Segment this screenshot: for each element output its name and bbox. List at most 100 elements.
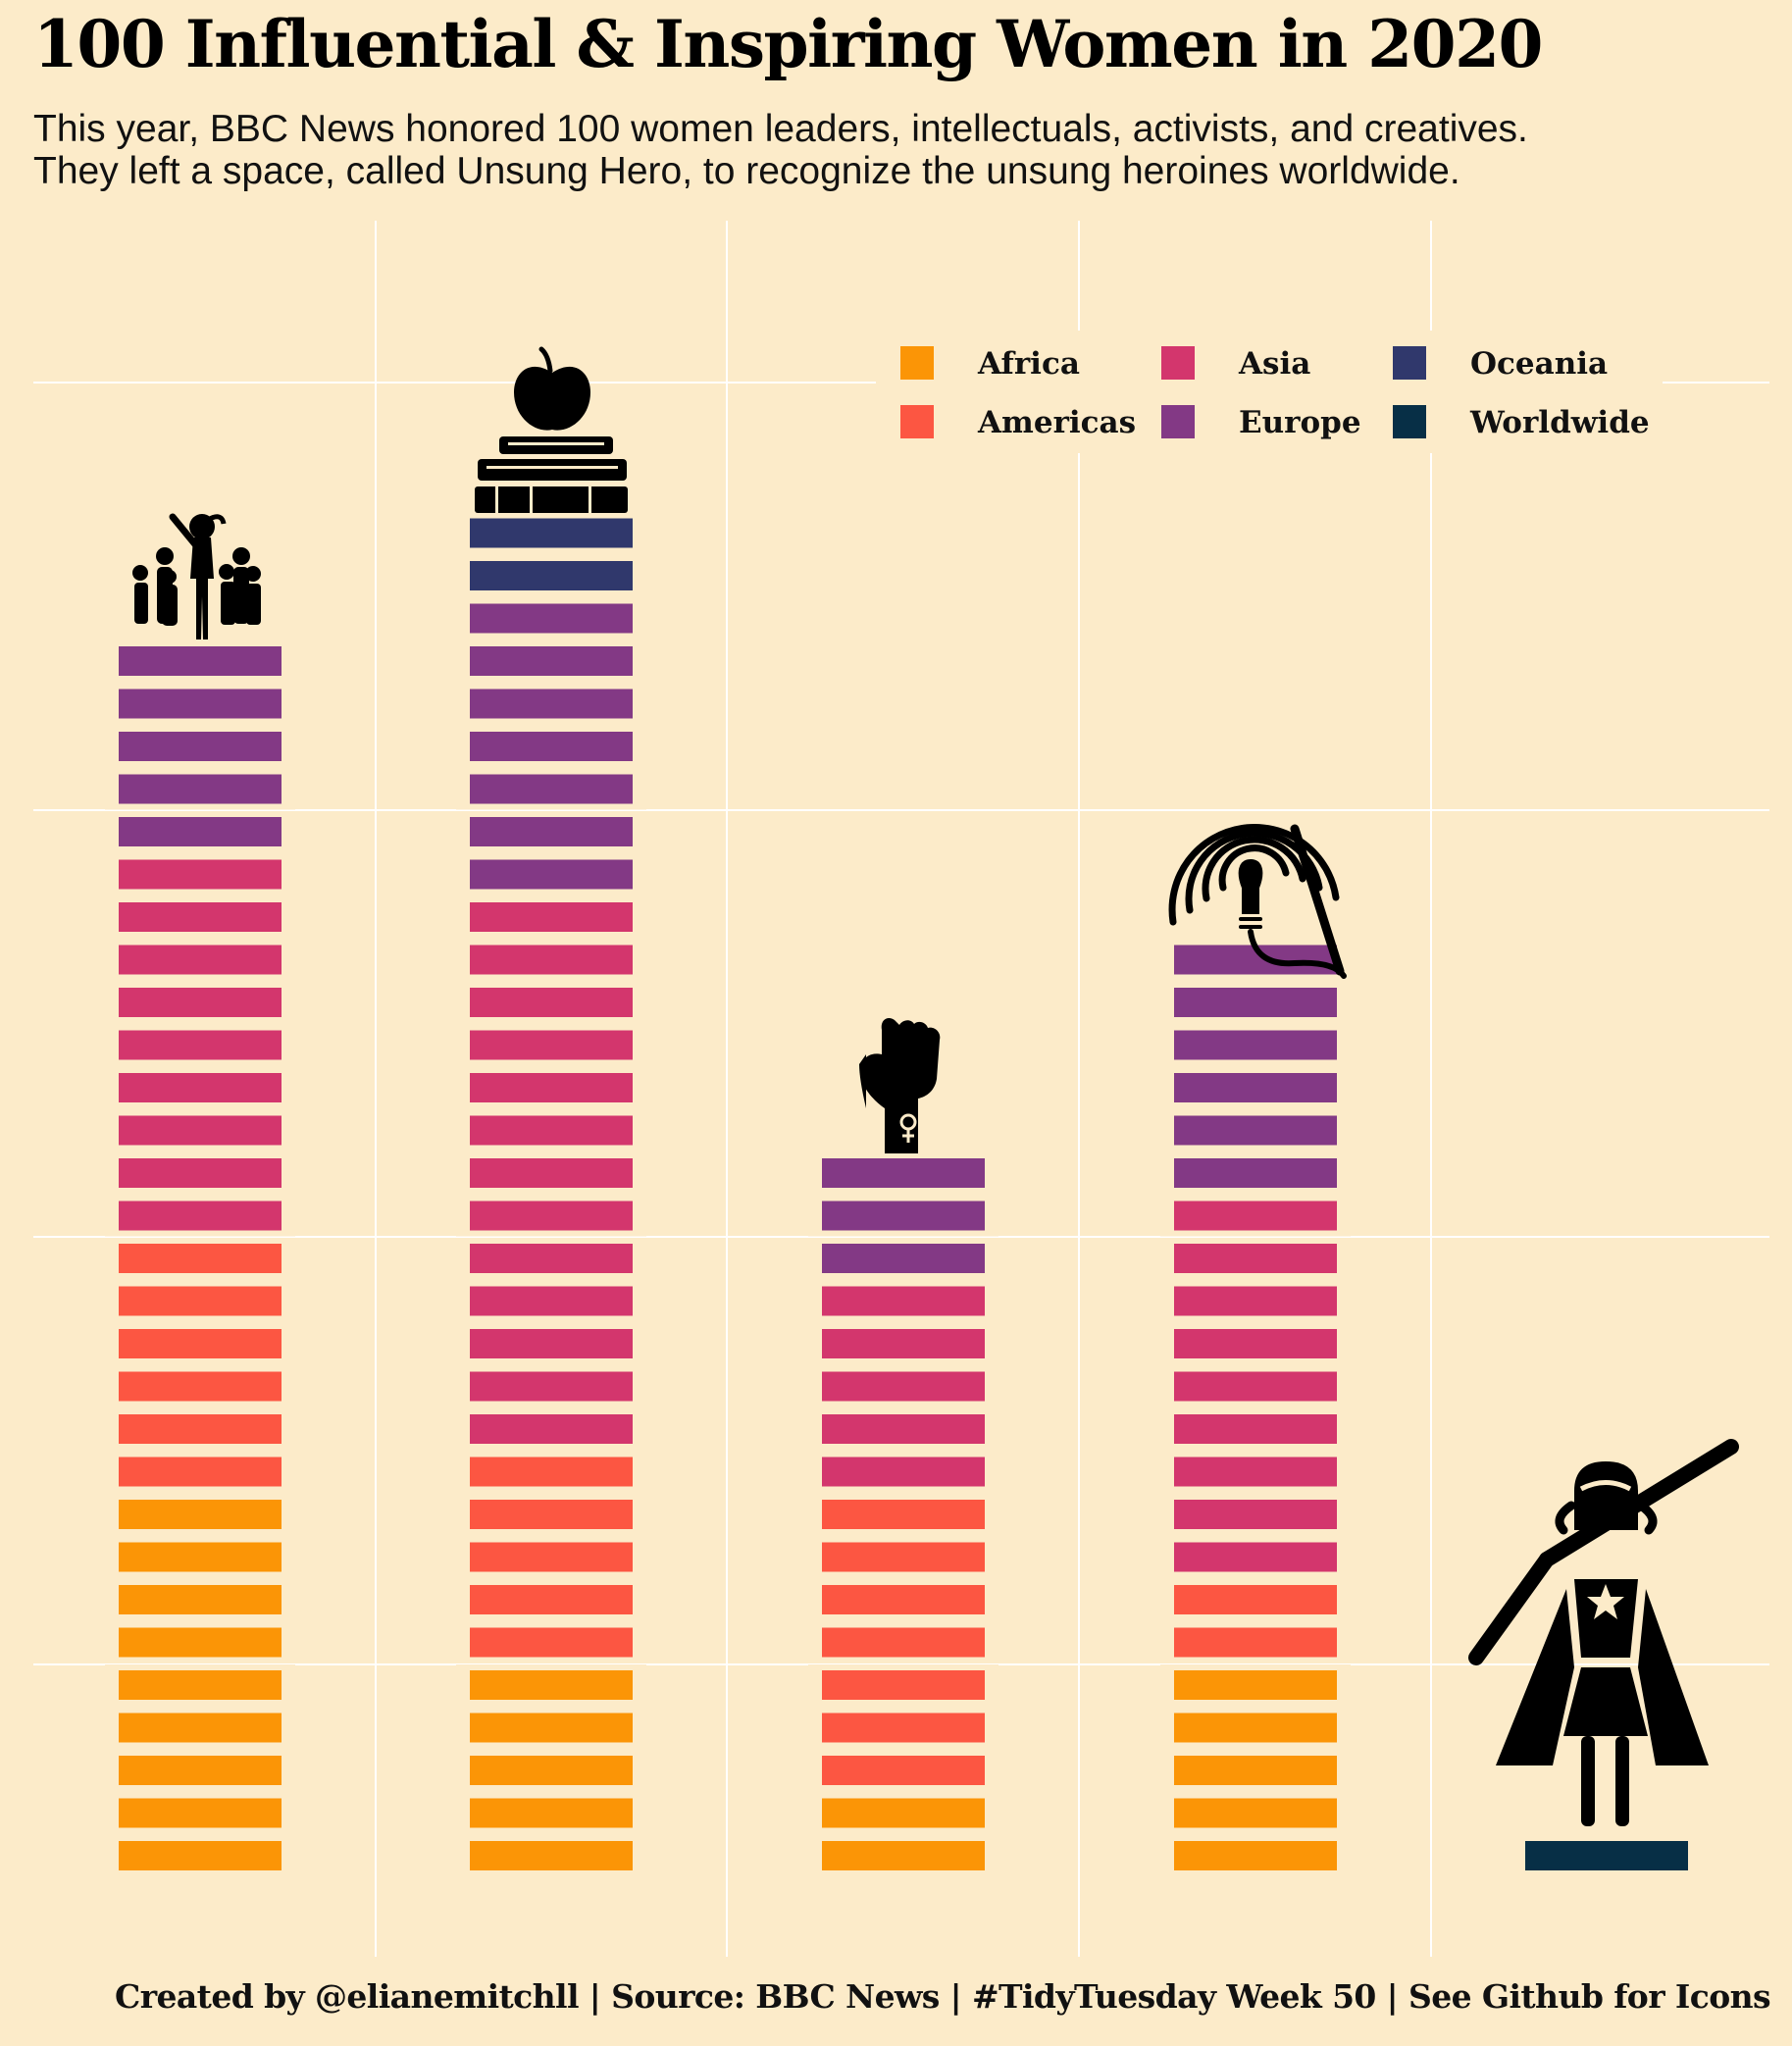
superhero-woman-icon <box>1468 1439 1739 1826</box>
bar-segment-africa <box>470 1798 633 1828</box>
bar-segment-americas <box>470 1457 633 1487</box>
legend-key-africa <box>900 346 934 380</box>
bar-segment-africa <box>119 1713 282 1743</box>
bar-segment-americas <box>822 1542 985 1572</box>
bar-segment-americas <box>470 1627 633 1658</box>
bar-segment-asia <box>119 1030 282 1060</box>
legend-label-europe: Europe <box>1239 405 1361 440</box>
bar-segment-asia <box>119 1201 282 1231</box>
bar-segment-africa <box>119 1585 282 1614</box>
legend-label-worldwide: Worldwide <box>1469 405 1650 440</box>
bar-segment-europe <box>470 774 633 804</box>
bar-segment-asia <box>119 902 282 932</box>
bar-segment-asia <box>470 1073 633 1102</box>
bar-segment-europe <box>1174 988 1337 1017</box>
bar-segment-africa <box>119 1756 282 1785</box>
bar-segment-europe <box>822 1158 985 1188</box>
bar-segment-europe <box>1174 1115 1337 1146</box>
bar-segment-asia <box>822 1286 985 1316</box>
bar-segment-europe <box>119 817 282 846</box>
bar-segment-asia <box>1174 1201 1337 1231</box>
bar-segment-asia <box>470 988 633 1017</box>
bar-segment-europe <box>470 689 633 719</box>
bar-segment-americas <box>119 1244 282 1273</box>
bar-segment-africa <box>1174 1713 1337 1743</box>
bar-segment-asia <box>119 988 282 1017</box>
bar-segment-africa <box>119 1542 282 1572</box>
bar-segment-europe <box>470 859 633 890</box>
bar-segment-africa <box>470 1756 633 1785</box>
bar-segment-africa <box>119 1500 282 1529</box>
legend-background <box>876 331 1663 453</box>
bar-segment-americas <box>822 1500 985 1529</box>
bar-segment-asia <box>119 859 282 890</box>
bar-segment-asia <box>470 945 633 975</box>
bar-segment-asia <box>470 1158 633 1188</box>
legend-label-americas: Americas <box>977 405 1136 440</box>
bar-segment-asia <box>470 1201 633 1231</box>
bar-segment-americas <box>822 1713 985 1743</box>
bar-segment-asia <box>470 1414 633 1444</box>
legend-label-oceania: Oceania <box>1470 346 1608 382</box>
bar-segment-africa <box>470 1670 633 1700</box>
teacher-with-children-icon <box>132 513 261 639</box>
bar-segment-africa <box>119 1798 282 1828</box>
legend-key-worldwide <box>1393 405 1426 438</box>
bar-segment-oceania <box>470 518 633 548</box>
bar-segment-europe <box>470 732 633 761</box>
bar-segment-americas <box>119 1414 282 1444</box>
bar-segment-africa <box>470 1841 633 1870</box>
bar-segment-europe <box>119 689 282 719</box>
bar-segment-asia <box>822 1329 985 1358</box>
bar-segment-americas <box>1174 1627 1337 1658</box>
bar-segment-americas <box>119 1457 282 1487</box>
raised-fist-female-symbol-icon <box>859 1018 941 1153</box>
bar-segment-asia <box>119 1115 282 1146</box>
legend-key-asia <box>1161 346 1195 380</box>
bar-segment-americas <box>470 1542 633 1572</box>
bar-segment-africa <box>1174 1841 1337 1870</box>
bar-segment-africa <box>1174 1670 1337 1700</box>
bar-segment-europe <box>470 817 633 846</box>
bar-segment-europe <box>1174 1158 1337 1188</box>
bar-segments <box>105 512 1702 1876</box>
bar-segment-asia <box>470 1244 633 1273</box>
bar-segment-americas <box>119 1286 282 1316</box>
bar-segment-europe <box>119 732 282 761</box>
bar-segment-africa <box>1174 1756 1337 1785</box>
bar-segment-europe <box>119 646 282 676</box>
caption: Created by @elianemitchll | Source: BBC … <box>115 1977 1771 2016</box>
bar-segment-worldwide <box>1525 1841 1688 1870</box>
bar-segment-africa <box>119 1670 282 1700</box>
bar-segment-africa <box>822 1841 985 1870</box>
bar-segment-americas <box>822 1585 985 1614</box>
bar-segment-americas <box>822 1756 985 1785</box>
apple-on-books-icon <box>475 346 628 513</box>
bar-segment-americas <box>1174 1585 1337 1614</box>
bar-segment-americas <box>119 1329 282 1358</box>
subtitle-line-2: They left a space, called Unsung Hero, t… <box>33 150 1460 192</box>
bar-segment-asia <box>470 1286 633 1316</box>
bar-segment-africa <box>470 1713 633 1743</box>
bar-segment-asia <box>470 1115 633 1146</box>
legend-key-oceania <box>1393 346 1426 380</box>
bar-segment-europe <box>822 1201 985 1231</box>
bar-segment-oceania <box>470 561 633 590</box>
bar-segment-europe <box>470 603 633 634</box>
legend-key-americas <box>900 405 934 438</box>
bar-segment-asia <box>470 1371 633 1402</box>
bar-segment-europe <box>1174 1030 1337 1060</box>
bar-segment-africa <box>1174 1798 1337 1828</box>
bar-segment-asia <box>470 1030 633 1060</box>
bar-segment-africa <box>119 1627 282 1658</box>
subtitle-line-1: This year, BBC News honored 100 women le… <box>33 108 1528 150</box>
bar-segment-africa <box>119 1841 282 1870</box>
bar-segment-asia <box>1174 1329 1337 1358</box>
lightbulb-head-pencil-icon <box>1168 824 1347 979</box>
bar-segment-asia <box>822 1414 985 1444</box>
bar-segment-asia <box>822 1457 985 1487</box>
bar-segment-asia <box>119 1073 282 1102</box>
bar-segment-asia <box>822 1371 985 1402</box>
bar-segment-asia <box>1174 1414 1337 1444</box>
